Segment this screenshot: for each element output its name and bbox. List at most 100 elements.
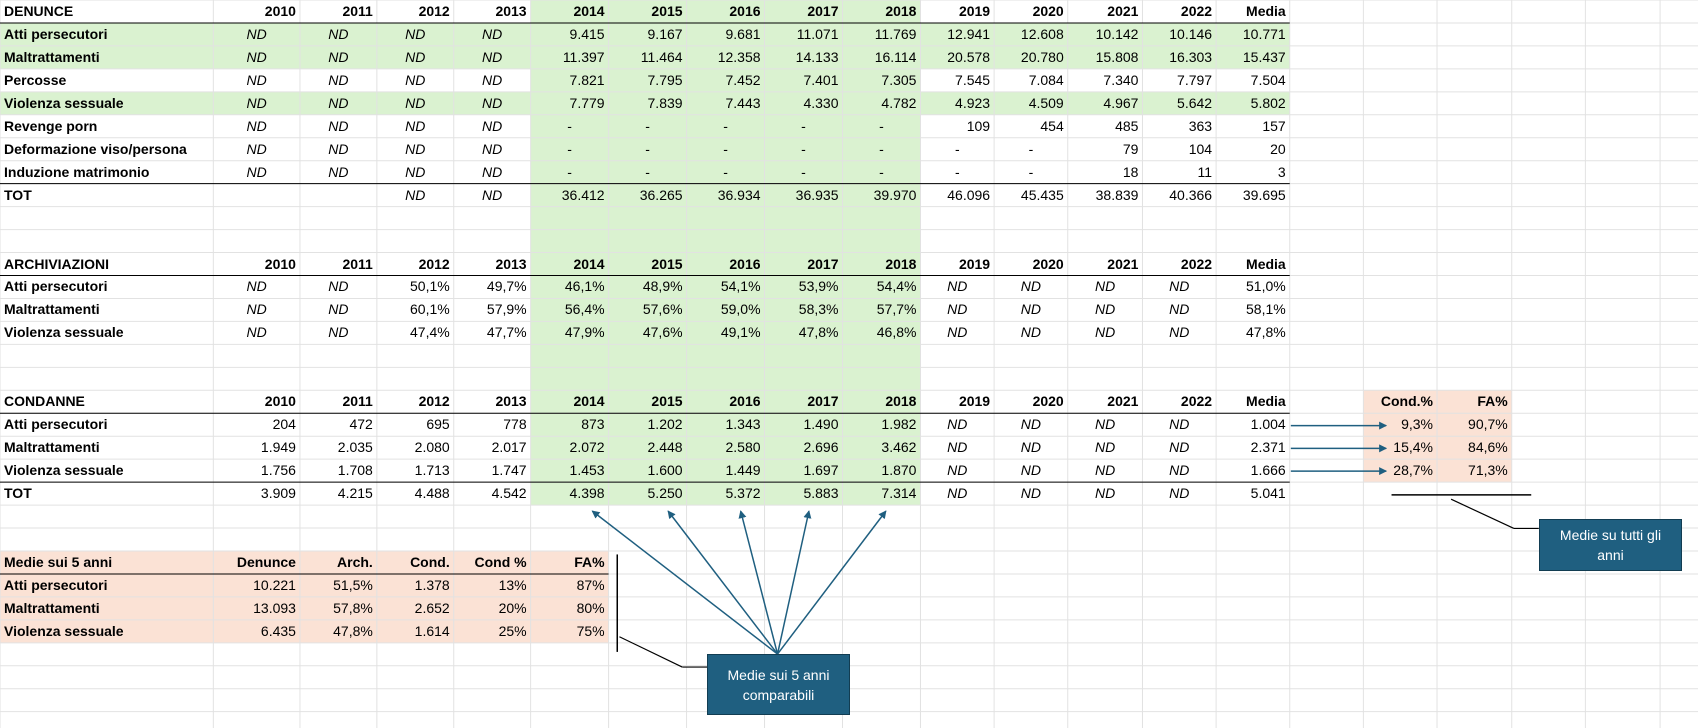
- data-cell: 47,9%: [564, 324, 605, 341]
- data-cell: ND: [1094, 301, 1116, 318]
- row-label: Violenza sessuale: [4, 94, 124, 111]
- column-header: 2011: [342, 3, 373, 19]
- data-cell: 15.437: [1242, 48, 1286, 65]
- row-label: Induzione matrimonio: [4, 163, 150, 180]
- data-cell: 9.167: [647, 25, 683, 42]
- data-cell: 46,8%: [876, 324, 917, 341]
- data-cell: 7.084: [1028, 71, 1064, 88]
- arrow: [591, 510, 778, 655]
- data-cell: ND: [482, 25, 503, 42]
- data-cell: -: [879, 163, 884, 180]
- data-cell: ND: [1094, 462, 1116, 479]
- data-cell: 109: [966, 117, 991, 134]
- data-cell: 16.114: [874, 48, 917, 65]
- column-header: 2013: [495, 255, 527, 272]
- data-cell: ND: [947, 462, 968, 479]
- data-cell: 2.580: [725, 439, 761, 456]
- data-cell: 15,4%: [1393, 439, 1433, 456]
- data-cell: 58,3%: [798, 301, 839, 318]
- row-label: Violenza sessuale: [4, 622, 124, 639]
- data-cell: 16.303: [1169, 48, 1213, 65]
- column-header: 2012: [418, 393, 450, 410]
- data-cell: 49,1%: [720, 324, 761, 341]
- data-cell: 4.509: [1028, 94, 1064, 111]
- column-header: 2010: [264, 255, 296, 272]
- data-cell: 4.488: [414, 485, 450, 502]
- data-cell: -: [567, 163, 572, 180]
- row-label: Maltrattamenti: [4, 301, 100, 318]
- data-cell: 36.412: [561, 186, 605, 203]
- data-cell: 46.096: [947, 186, 991, 203]
- data-cell: ND: [482, 186, 503, 203]
- data-cell: 75%: [576, 622, 605, 639]
- data-cell: ND: [1094, 278, 1116, 295]
- column-header: 2018: [885, 3, 917, 19]
- column-header: FA%: [1477, 393, 1508, 410]
- data-cell: ND: [1020, 462, 1042, 479]
- arrow: [738, 510, 779, 655]
- data-cell: ND: [246, 324, 267, 341]
- data-cell: -: [954, 140, 960, 157]
- data-cell: 1.747: [491, 462, 527, 479]
- data-cell: 47,6%: [642, 324, 683, 341]
- data-cell: ND: [1094, 416, 1116, 433]
- data-cell: 4.782: [881, 94, 917, 111]
- data-cell: 14.133: [795, 48, 839, 65]
- column-header: 2017: [807, 255, 839, 272]
- column-header: 2018: [885, 255, 917, 272]
- data-cell: ND: [246, 140, 267, 157]
- data-cell: 12.358: [717, 48, 761, 65]
- data-cell: 363: [1188, 117, 1213, 134]
- data-cell: ND: [947, 439, 968, 456]
- data-cell: ND: [246, 117, 267, 134]
- data-cell: 11.397: [562, 48, 605, 65]
- callout: Medie sui 5 anni comparabili: [707, 654, 850, 715]
- data-cell: 2.017: [491, 439, 527, 456]
- data-cell: 1.600: [647, 462, 683, 479]
- data-cell: 5.372: [725, 485, 761, 502]
- column-header: Cond.: [410, 553, 450, 570]
- data-cell: ND: [482, 48, 503, 65]
- row-label: Revenge porn: [4, 117, 98, 134]
- data-cell: 7.545: [955, 71, 991, 88]
- data-cell: ND: [246, 25, 267, 42]
- data-cell: 2.696: [803, 439, 839, 456]
- data-cell: 48,9%: [642, 278, 683, 295]
- column-header: 2013: [495, 3, 527, 19]
- data-cell: ND: [482, 71, 503, 88]
- column-header: 2019: [958, 393, 991, 410]
- column-header: 2014: [573, 255, 605, 272]
- row-label: Maltrattamenti: [4, 599, 100, 616]
- data-cell: 53,9%: [798, 278, 839, 295]
- data-cell: -: [723, 140, 728, 157]
- data-cell: 57,9%: [486, 301, 527, 318]
- column-header: 2020: [1032, 3, 1064, 19]
- data-cell: ND: [1020, 485, 1042, 502]
- data-cell: -: [645, 163, 650, 180]
- connector: [619, 636, 683, 668]
- data-cell: 80%: [576, 599, 605, 616]
- data-cell: 12.608: [1020, 25, 1064, 42]
- data-cell: 5.802: [1250, 94, 1286, 111]
- data-cell: 79: [1122, 140, 1139, 157]
- data-cell: ND: [246, 71, 267, 88]
- data-cell: 2.072: [569, 439, 605, 456]
- column-header: 2016: [729, 255, 761, 272]
- row-label: Percosse: [4, 71, 67, 88]
- data-cell: 104: [1188, 140, 1213, 157]
- data-cell: 15.808: [1095, 48, 1139, 65]
- data-cell: 3: [1277, 163, 1286, 180]
- data-cell: 454: [1040, 117, 1064, 134]
- data-cell: 4.923: [955, 94, 991, 111]
- column-header: Media: [1246, 255, 1286, 272]
- column-header: 2019: [958, 255, 991, 272]
- data-cell: 10.221: [253, 576, 296, 593]
- data-cell: 9.681: [725, 25, 761, 42]
- data-cell: 10.146: [1169, 25, 1213, 42]
- data-cell: ND: [246, 48, 267, 65]
- data-cell: 7.314: [881, 485, 917, 502]
- data-cell: 60,1%: [410, 301, 450, 318]
- column-header: Cond.%: [1380, 393, 1433, 410]
